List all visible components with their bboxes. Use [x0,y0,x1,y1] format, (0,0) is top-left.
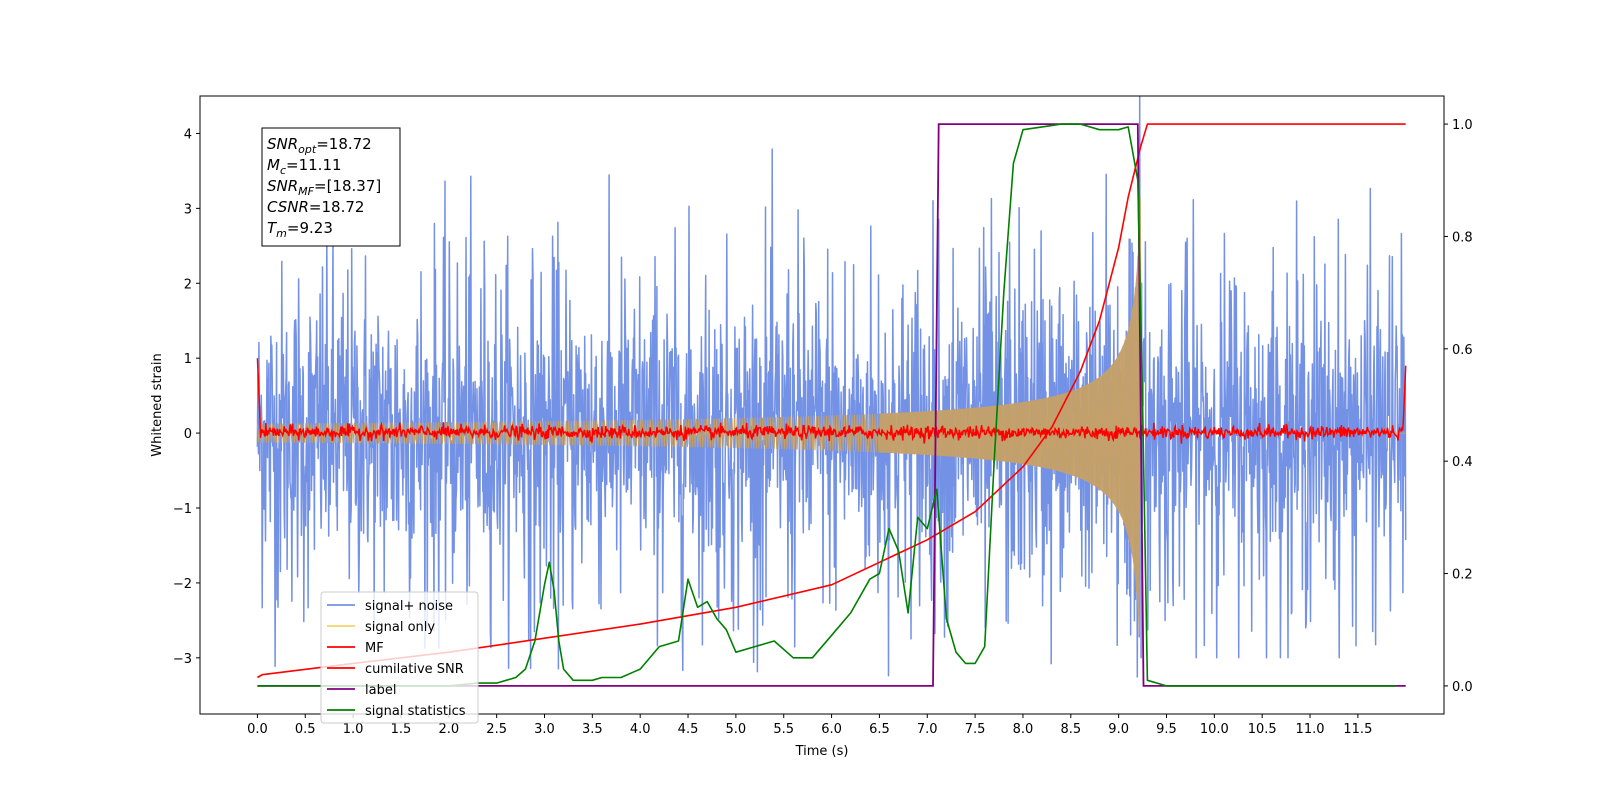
legend-frame [320,591,479,724]
series-cumilative-snr-line [256,123,1406,679]
x-tick-label: 1.5 [391,722,412,737]
y-axis-left: −3 −2 −1 0 1 2 3 4 [173,127,200,667]
x-tick-label: 0.0 [247,722,268,737]
x-tick-label: 10.5 [1248,722,1277,737]
x-tick-label: 4.5 [678,722,699,737]
legend-label: signal only [365,620,435,635]
axes-frame [199,95,1445,715]
x-tick-label: 4.0 [630,722,651,737]
legend: signal+ noise signal only MF cumilative SNR… [320,591,479,724]
x-tick-label: 0.5 [295,722,316,737]
x-tick-label: 3.0 [534,722,555,737]
legend-label: MF [365,641,384,656]
annotation-line: SNRMF=[18.37] [267,177,381,198]
y-axis-label: Whitened strain [150,353,165,456]
x-tick-label: 11.0 [1296,722,1325,737]
x-tick-label: 3.5 [582,722,603,737]
annotation-line: CSNR=18.72 [267,198,364,216]
x-tick-label: 8.0 [1013,722,1034,737]
y-tick-label: −1 [173,502,192,517]
y-tick-label: −3 [173,652,192,667]
annotation-box: SNRopt=18.72Mc=11.11SNRMF=[18.37]CSNR=18… [261,127,401,247]
x-tick-label: 11.5 [1343,722,1372,737]
y-tick-label: 0 [184,427,192,442]
annotation-line: Tm=9.23 [267,219,333,240]
series-mf-line [256,358,1407,444]
y2-tick-label: 0.0 [1452,680,1473,695]
x-tick-label: 8.5 [1060,722,1081,737]
y2-tick-label: 0.6 [1452,343,1473,358]
legend-label: cumilative SNR [365,662,464,677]
y2-tick-label: 1.0 [1452,118,1473,133]
y-tick-label: −2 [173,577,192,592]
x-tick-label: 2.5 [486,722,507,737]
x-tick-label: 9.5 [1156,722,1177,737]
x-tick-label: 1.0 [343,722,364,737]
annotation-line: SNRopt=18.72 [267,135,372,156]
x-axis-label: Time (s) [795,744,849,759]
x-axis: 0.0 0.5 1.0 1.5 2.0 2.5 3.0 3.5 4.0 4.5 5.0 5.5 6.0 6… [247,714,1372,737]
y2-tick-label: 0.4 [1452,455,1473,470]
y-axis-right: 0.0 0.2 0.4 0.6 0.8 1.0 [1444,118,1473,695]
series-signal-statistics-line [257,123,1397,687]
annotation-line: Mc=11.11 [267,156,342,177]
y2-tick-label: 0.2 [1452,568,1473,583]
y-tick-label: 2 [184,277,192,292]
legend-label: signal+ noise [365,599,453,614]
annotation-frame [261,127,401,247]
x-tick-label: 6.0 [821,722,842,737]
x-tick-label: 7.0 [917,722,938,737]
legend-label: label [365,683,396,698]
y-tick-label: 3 [184,202,192,217]
x-tick-label: 6.5 [869,722,890,737]
y2-tick-label: 0.8 [1452,230,1473,245]
x-tick-label: 7.5 [965,722,986,737]
x-tick-label: 9.0 [1108,722,1129,737]
x-tick-label: 2.0 [438,722,459,737]
y-tick-label: 4 [184,127,192,142]
x-tick-label: 5.0 [726,722,747,737]
x-tick-label: 10.0 [1200,722,1229,737]
legend-label: signal statistics [365,704,466,719]
plot-area [256,96,1407,687]
x-tick-label: 5.5 [773,722,794,737]
y-tick-label: 1 [184,352,192,367]
